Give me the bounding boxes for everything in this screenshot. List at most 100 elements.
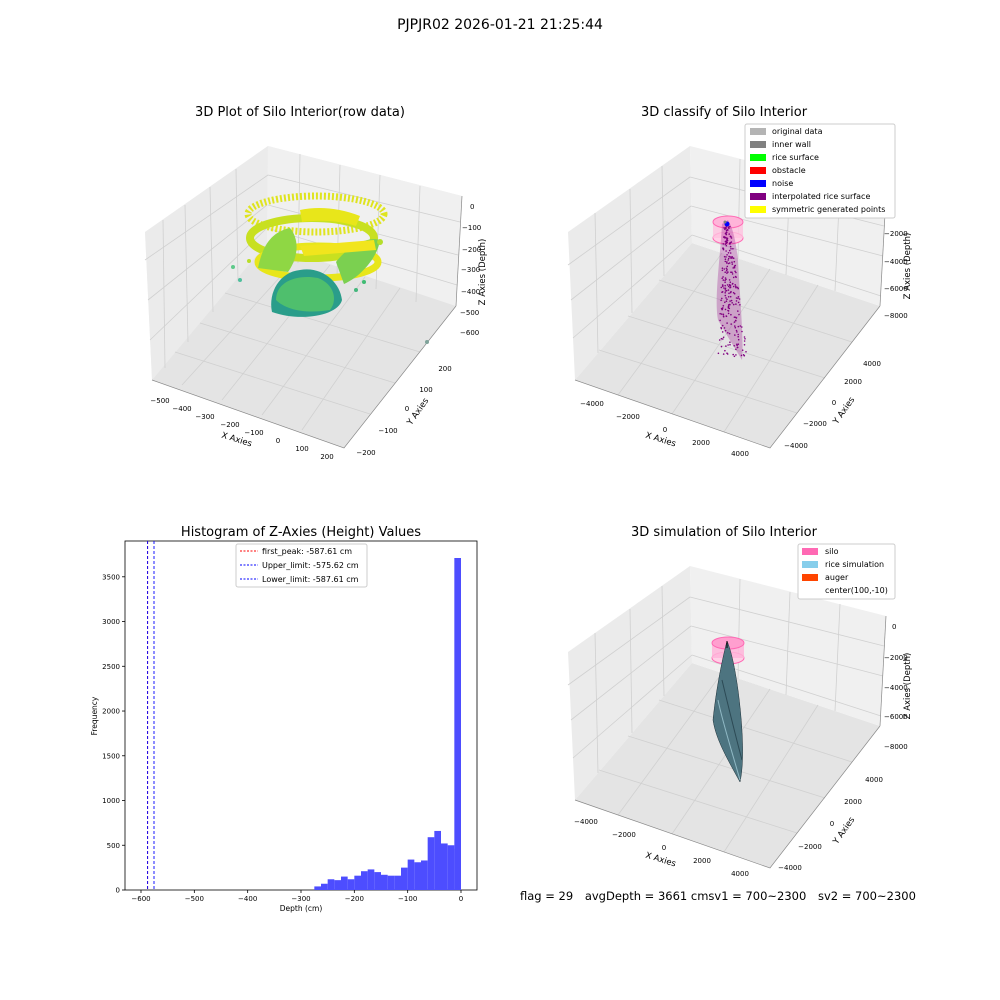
p2-legend-swatch-6: [750, 206, 766, 213]
p1-ztick-2: −200: [462, 246, 481, 254]
classified-point: [724, 294, 727, 297]
classified-point: [726, 322, 728, 324]
p3-yticks: 0 500 1000 1500 2000 2500 3000 3500: [102, 573, 125, 895]
p4-legend: silo rice simulation auger center(100,-1…: [797, 543, 896, 600]
p1-xtick-5: 0: [276, 437, 280, 445]
hist-xtick-label: −300: [291, 895, 310, 903]
hist-bar-peak: [454, 558, 461, 890]
classified-point: [725, 315, 728, 318]
avg-depth-text: avgDepth = 3661 cm: [584, 889, 709, 903]
classified-point: [729, 284, 732, 287]
classified-point: [743, 340, 746, 342]
p3-xticks: −600 −500 −400 −300 −200 −100 0: [131, 890, 463, 903]
p4-ytick-4: 4000: [865, 776, 883, 784]
classified-point: [735, 286, 737, 289]
classified-point: [743, 344, 746, 346]
p4-pane-left: [568, 566, 692, 800]
classified-point: [725, 345, 727, 347]
p4-ytick-3: 2000: [844, 798, 862, 806]
classified-point: [735, 300, 738, 302]
p2-xtick-2: 0: [663, 426, 667, 434]
classified-point: [736, 286, 739, 289]
p2-xtick-1: −2000: [616, 413, 640, 421]
classified-point: [728, 242, 731, 245]
p3-xlabel: Depth (cm): [280, 904, 323, 913]
p1-ztick-5: −500: [460, 309, 479, 317]
classified-point: [733, 266, 736, 269]
classified-point: [737, 297, 739, 300]
p1-xtick-2: −300: [195, 413, 214, 421]
figure-suptitle: PJPJR02 2026-01-21 21:25:44: [397, 17, 603, 33]
classified-point: [725, 267, 728, 270]
classified-point: [729, 245, 732, 248]
classified-point: [720, 307, 723, 310]
p4-legend-swatch-2: [802, 574, 818, 581]
hist-ytick-label: 1500: [102, 752, 120, 760]
p4-xlabel: X Axies: [644, 851, 677, 870]
classified-point: [723, 236, 726, 238]
p3-bars: [314, 558, 461, 890]
hist-ytick-label: 3500: [102, 573, 120, 581]
classified-point: [735, 271, 737, 274]
classified-point: [737, 333, 739, 336]
classified-point: [728, 307, 731, 310]
p2-ztick-0: −2000: [884, 230, 908, 238]
classified-point: [722, 353, 725, 355]
classified-point: [727, 310, 730, 312]
classified-point: [730, 241, 733, 243]
classified-point: [732, 257, 735, 260]
hist-bar: [401, 867, 408, 890]
classified-point: [724, 308, 727, 311]
hist-bar: [441, 843, 448, 890]
classified-point: [724, 284, 726, 287]
classified-point: [726, 262, 728, 264]
classified-point: [728, 262, 731, 264]
classified-point: [725, 289, 728, 292]
classified-point: [724, 277, 727, 279]
classified-point: [726, 284, 729, 286]
p1-ztick-3: −300: [461, 266, 480, 274]
p1-xtick-4: −100: [244, 429, 263, 437]
p2-legend-label-6: symmetric generated points: [772, 205, 885, 214]
p1-ytick-1: −100: [378, 427, 397, 435]
classified-point: [737, 335, 739, 338]
p1-ztick-1: −100: [462, 224, 481, 232]
p4-legend-label-3: center(100,-10): [825, 586, 888, 595]
classified-point: [736, 346, 739, 349]
p1-ztick-4: −400: [461, 288, 480, 296]
classified-point: [718, 339, 721, 341]
classified-point: [736, 343, 738, 346]
p1-ztick-6: −600: [460, 329, 479, 337]
classified-point: [734, 264, 737, 267]
p4-xtick-0: −4000: [574, 818, 598, 826]
classified-point: [732, 353, 734, 356]
hist-bar: [341, 876, 348, 890]
classified-point: [729, 235, 732, 238]
p2-ztick-2: −6000: [884, 285, 908, 293]
classified-point: [722, 338, 724, 340]
hist-bar: [321, 883, 328, 890]
classified-point: [732, 282, 734, 285]
classified-point: [734, 319, 737, 322]
p4-pane-floor: [575, 663, 880, 868]
classified-point: [732, 291, 735, 294]
p4-xtick-4: 4000: [731, 870, 749, 878]
classified-point: [720, 337, 723, 340]
flag-text: flag = 29: [520, 889, 574, 903]
p2-ztick-1: −4000: [884, 258, 908, 266]
classified-point: [729, 343, 731, 346]
classified-point: [720, 286, 723, 289]
p2-legend-swatch-3: [750, 167, 766, 174]
hist-ytick-label: 2000: [102, 708, 120, 716]
p3-legend-label-2: Lower_limit: -587.61 cm: [262, 575, 359, 584]
classified-point: [727, 285, 730, 288]
classified-point: [731, 261, 733, 264]
classified-point: [734, 284, 736, 286]
hist-bar: [381, 874, 388, 890]
p2-title: 3D classify of Silo Interior: [641, 105, 808, 120]
classified-point: [730, 299, 733, 302]
classified-point: [719, 312, 721, 315]
hist-ytick-label: 3000: [102, 618, 120, 626]
panel-raw-data: 3D Plot of Silo Interior(row data): [144, 105, 488, 461]
